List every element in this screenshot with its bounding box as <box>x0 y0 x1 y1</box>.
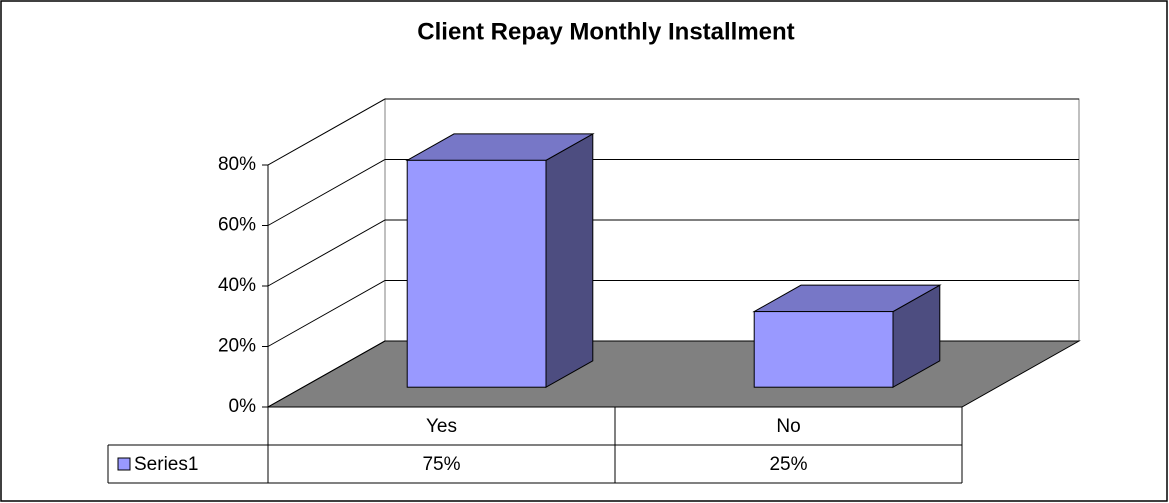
bar <box>753 311 894 388</box>
floor <box>266 340 1081 408</box>
data-label: 75% <box>422 454 460 475</box>
bar-side <box>545 133 594 389</box>
y-tick-label: 80% <box>218 154 256 175</box>
y-tick-label: 60% <box>218 215 256 236</box>
grid-line <box>267 280 1079 347</box>
legend-label: Series1 <box>134 454 198 475</box>
chart-title: Client Repay Monthly Installment <box>417 18 794 45</box>
bar <box>406 159 547 388</box>
grid-line <box>267 98 1079 166</box>
legend-key <box>117 457 131 471</box>
grid-line <box>267 159 1079 226</box>
x-tick-label: No <box>776 416 800 437</box>
y-tick-label: 0% <box>229 396 257 417</box>
x-tick-label: Yes <box>426 416 457 437</box>
y-tick-label: 20% <box>218 336 256 357</box>
grid-line <box>267 219 1079 287</box>
y-tick-label: 40% <box>218 275 256 296</box>
data-label: 25% <box>769 454 807 475</box>
